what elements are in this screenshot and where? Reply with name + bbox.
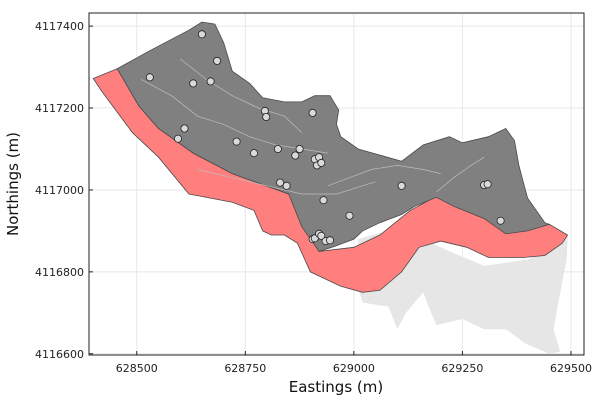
x-tick-label-3: 629250 [441, 362, 483, 375]
data-point-14 [291, 151, 300, 160]
x-tick-label-4: 629500 [550, 362, 592, 375]
x-axis-ticks: 628500 628750 629000 629250 629500 [116, 351, 592, 375]
y-tick-label-1: 4116800 [35, 266, 84, 279]
y-tick-label-2: 4117000 [35, 184, 84, 197]
core-region [116, 21, 551, 252]
x-tick-label-2: 629000 [333, 362, 375, 375]
map-regions [92, 21, 569, 354]
plot-frame [88, 12, 585, 356]
data-point-21 [319, 196, 328, 205]
data-point-4 [206, 77, 215, 86]
x-tick-label-0: 628500 [116, 362, 158, 375]
x-tick-label-1: 628750 [224, 362, 266, 375]
data-point-27 [325, 236, 334, 245]
y-tick-label-0: 4116600 [35, 348, 84, 361]
data-point-10 [262, 113, 271, 122]
contour-line-4 [436, 156, 485, 193]
data-point-29 [397, 181, 406, 190]
y-axis-label: Northings (m) [4, 132, 22, 236]
data-point-7 [232, 137, 241, 146]
data-point-32 [496, 216, 505, 225]
data-point-8 [249, 149, 258, 158]
data-point-6 [173, 134, 182, 143]
data-point-5 [180, 124, 189, 133]
contour-line-1 [179, 58, 303, 133]
data-point-15 [295, 144, 304, 153]
data-point-25 [317, 231, 326, 240]
data-point-0 [145, 73, 154, 82]
data-point-2 [213, 56, 222, 65]
y-tick-label-3: 4117200 [35, 102, 84, 115]
contour-line-2 [197, 169, 376, 195]
data-point-13 [282, 181, 291, 190]
x-axis-label: Eastings (m) [289, 378, 383, 396]
data-point-16 [308, 108, 317, 117]
data-point-31 [483, 180, 492, 189]
data-points [145, 30, 505, 246]
data-point-12 [276, 178, 285, 187]
y-axis-ticks: 4116600 4116800 4117000 4117200 4117400 [35, 20, 93, 361]
y-tick-label-4: 4117400 [35, 20, 84, 33]
contour-line-3 [327, 165, 441, 187]
data-point-28 [345, 211, 354, 220]
data-point-3 [189, 79, 198, 88]
data-point-11 [273, 144, 282, 153]
data-point-20 [317, 158, 326, 167]
extended-region [358, 232, 568, 354]
data-point-1 [197, 30, 206, 39]
